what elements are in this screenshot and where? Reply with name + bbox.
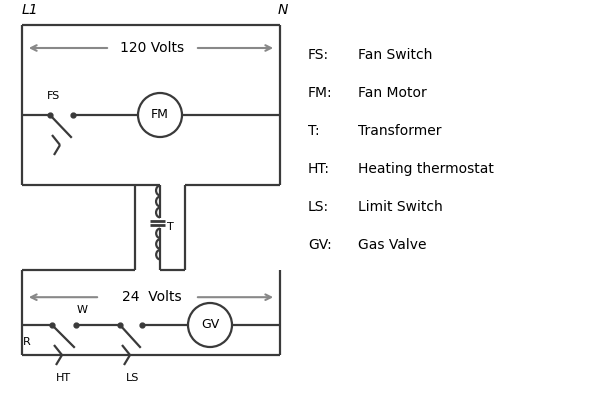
Text: FM:: FM: [308, 86, 333, 100]
Text: Fan Switch: Fan Switch [358, 48, 432, 62]
Text: Gas Valve: Gas Valve [358, 238, 427, 252]
Text: HT: HT [56, 373, 71, 383]
Text: Transformer: Transformer [358, 124, 441, 138]
Text: 120 Volts: 120 Volts [120, 41, 184, 55]
Text: T:: T: [308, 124, 320, 138]
Text: 24  Volts: 24 Volts [122, 290, 182, 304]
Text: FS: FS [47, 91, 60, 101]
Text: FS:: FS: [308, 48, 329, 62]
Text: T: T [167, 222, 173, 232]
Text: LS: LS [126, 373, 139, 383]
Text: R: R [23, 337, 31, 347]
Text: LS:: LS: [308, 200, 329, 214]
Text: L1: L1 [22, 3, 38, 17]
Text: W: W [77, 305, 88, 315]
Text: GV:: GV: [308, 238, 332, 252]
Text: Fan Motor: Fan Motor [358, 86, 427, 100]
Text: Heating thermostat: Heating thermostat [358, 162, 494, 176]
Text: FM: FM [151, 108, 169, 122]
Text: HT:: HT: [308, 162, 330, 176]
Text: N: N [278, 3, 289, 17]
Text: Limit Switch: Limit Switch [358, 200, 442, 214]
Text: GV: GV [201, 318, 219, 332]
